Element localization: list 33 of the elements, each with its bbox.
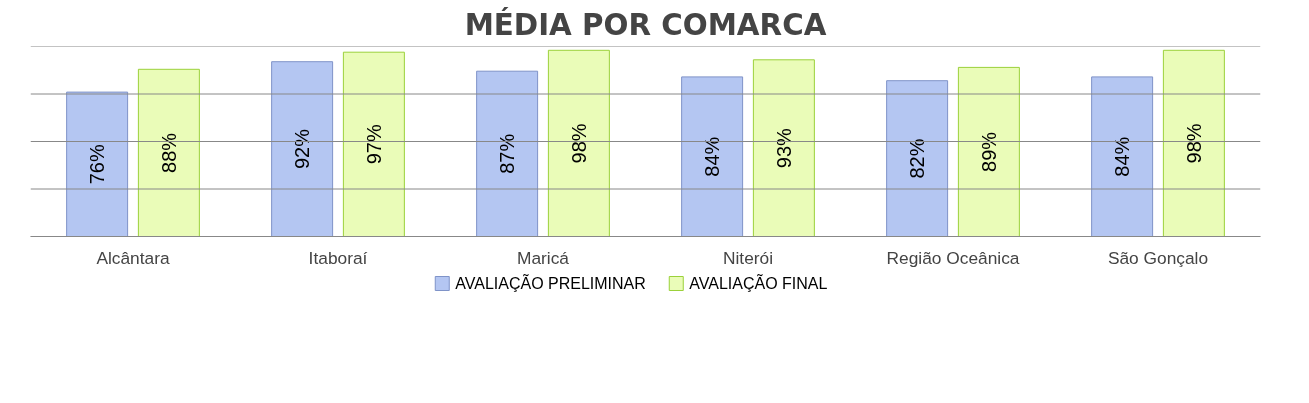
data-label: 87% [496, 133, 519, 174]
bar [66, 91, 129, 237]
x-tick-label: São Gonçalo [1107, 247, 1209, 268]
bar [271, 61, 334, 237]
data-label: 93% [772, 127, 795, 169]
chart-title: MÉDIA POR COMARCA [464, 6, 827, 42]
data-label: 84% [701, 136, 724, 177]
data-label: 98% [567, 123, 590, 164]
x-tick-label: Alcântara [96, 247, 170, 268]
bar [476, 70, 539, 237]
bar [342, 51, 405, 237]
bar [957, 66, 1020, 237]
data-label: 76% [86, 144, 109, 185]
x-tick-label: Itaboraí [308, 247, 368, 268]
bar [547, 49, 610, 237]
data-label: 98% [1182, 123, 1205, 164]
data-label: 84% [1111, 136, 1134, 177]
data-label: 88% [157, 132, 180, 173]
x-tick-label: Niterói [722, 247, 774, 268]
bar [752, 59, 815, 237]
data-label: 97% [362, 124, 385, 165]
x-tick-label: Região Oceânica [886, 247, 1020, 268]
bar [681, 76, 744, 237]
bar [886, 80, 949, 237]
legend-label: AVALIAÇÃO FINAL [689, 273, 828, 292]
x-tick-label: Maricá [517, 247, 570, 268]
data-label: 82% [906, 138, 929, 179]
bar [137, 68, 200, 237]
data-label: 92% [291, 128, 314, 170]
bar [1091, 76, 1154, 237]
legend-label: AVALIAÇÃO PRELIMINAR [455, 273, 646, 292]
bar [1162, 49, 1225, 237]
data-label: 89% [977, 131, 1000, 172]
